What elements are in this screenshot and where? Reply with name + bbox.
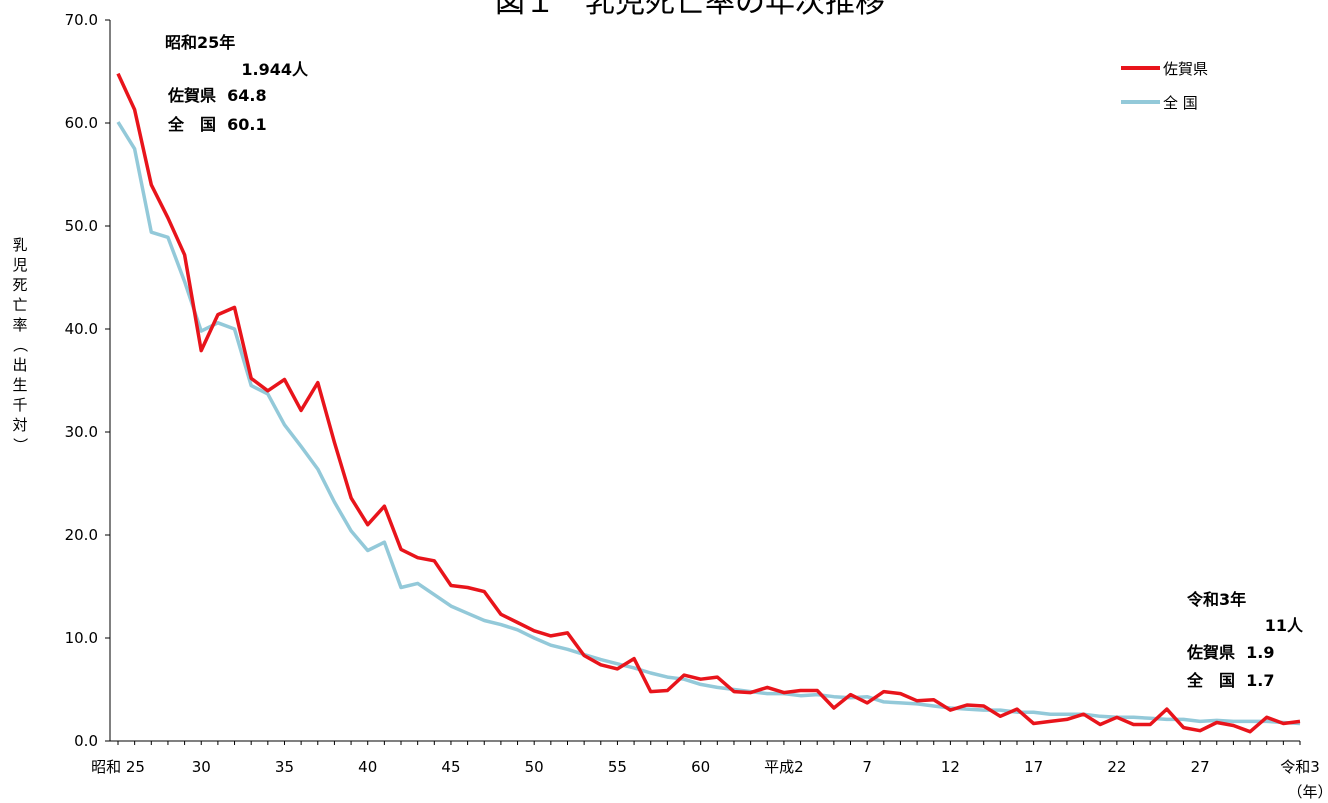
x-tick-label: 60 [691, 758, 710, 776]
x-axis-label: （年） [1287, 783, 1328, 801]
y-tick-label: 0.0 [74, 732, 98, 750]
series-lines [116, 72, 1301, 734]
chart-title-group: 図１ 乳児死亡率の年次推移 [495, 0, 885, 20]
x-tick-label: 12 [941, 758, 960, 776]
x-tick-label: 35 [275, 758, 294, 776]
x-tick-label: 令和3 [1280, 758, 1320, 776]
y-axis-label-char: 亡 [12, 296, 27, 314]
annotation-line: 1.944人 [241, 60, 309, 79]
annotation-line: 佐賀県 1.9 [1186, 643, 1275, 662]
annotation-line: 令和3年 [1186, 590, 1246, 609]
y-axis-label-char: 対 [12, 416, 27, 434]
y-tick-label: 70.0 [65, 11, 98, 29]
annotation-line: 全 国 1.7 [1186, 671, 1275, 690]
x-ticks: 昭和 25 30 35 40 45 50 55 60 平成2 7 12 17 22 27 令和3 [91, 741, 1320, 776]
legend-label-0: 佐賀県 [1163, 60, 1208, 78]
x-tick-label: 平成2 [764, 758, 804, 776]
y-axis-label-char: 乳 [12, 236, 27, 254]
y-tick-label: 50.0 [65, 217, 98, 235]
x-tick-label: 27 [1191, 758, 1210, 776]
y-tick-label: 40.0 [65, 320, 98, 338]
annotation-line: 佐賀県 64.8 [167, 86, 267, 105]
y-axis-label-char: 率 [12, 316, 27, 334]
y-tick-label: 10.0 [65, 629, 98, 647]
y-axis-label-char: （ [11, 337, 29, 352]
series-line-1 [116, 121, 1301, 726]
y-axis-label-char: 生 [12, 376, 27, 394]
x-tick-label: 55 [608, 758, 627, 776]
y-ticks: 0.0 10.0 20.0 30.0 40.0 50.0 60.0 70.0 [65, 11, 110, 750]
y-tick-label: 30.0 [65, 423, 98, 441]
y-axis-label-char: 出 [12, 356, 27, 374]
y-axis-label-char: 千 [12, 396, 27, 414]
x-tick-label: 40 [358, 758, 377, 776]
legend-label-1: 全 国 [1163, 94, 1198, 112]
chart-title: 図１ 乳児死亡率の年次推移 [495, 0, 885, 20]
axes [109, 20, 1300, 742]
y-axis-label-char: 死 [12, 276, 27, 294]
x-tick-label: 17 [1024, 758, 1043, 776]
y-tick-label: 20.0 [65, 526, 98, 544]
y-axis-label-char: 児 [12, 256, 27, 274]
x-tick-label: 50 [525, 758, 544, 776]
x-tick-label: 7 [862, 758, 872, 776]
x-tick-label: 30 [192, 758, 211, 776]
x-tick-label: 22 [1107, 758, 1126, 776]
annotation-line: 11人 [1265, 616, 1304, 635]
series-line-0 [116, 72, 1301, 734]
y-axis-label-char: ） [11, 437, 29, 452]
x-tick-label: 昭和 25 [91, 758, 145, 776]
x-tick-label: 45 [441, 758, 460, 776]
y-tick-label: 60.0 [65, 114, 98, 132]
annotation-line: 全 国 60.1 [167, 115, 267, 134]
annotation-line: 昭和25年 [165, 33, 235, 52]
